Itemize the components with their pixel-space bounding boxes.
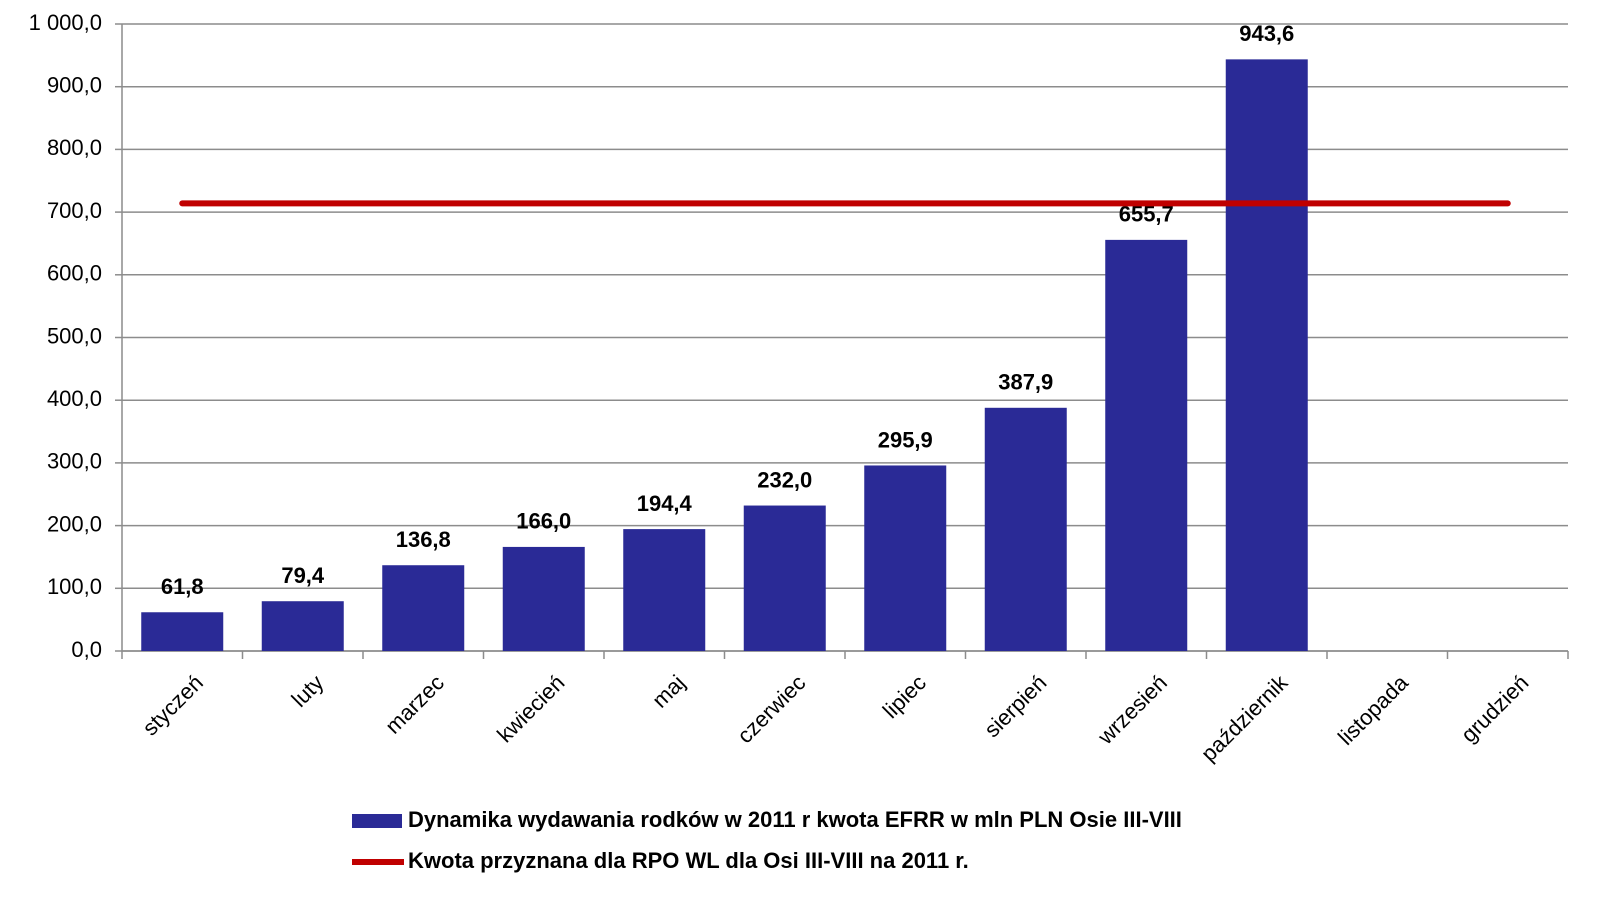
y-tick-label: 0,0 [71, 637, 102, 662]
bar [864, 465, 947, 651]
value-label: 232,0 [757, 467, 812, 492]
value-label: 166,0 [516, 509, 571, 534]
value-label: 943,6 [1239, 21, 1294, 46]
x-tick-label: styczeń [137, 670, 207, 740]
y-tick-label: 1 000,0 [29, 10, 102, 35]
bar [984, 407, 1067, 651]
bar [261, 601, 344, 651]
x-tick-label: kwiecień [492, 670, 569, 747]
legend-swatch [352, 814, 402, 828]
x-tick-label: wrzesień [1092, 670, 1172, 750]
bar [743, 505, 826, 651]
y-tick-label: 400,0 [47, 386, 102, 411]
value-label: 387,9 [998, 370, 1053, 395]
x-tick-label: maj [647, 670, 690, 713]
y-tick-label: 200,0 [47, 511, 102, 536]
x-tick-label: grudzień [1456, 670, 1533, 747]
bar [382, 565, 465, 651]
x-tick-label: czerwiec [732, 670, 810, 748]
y-tick-label: 900,0 [47, 73, 102, 98]
bar [623, 529, 706, 651]
x-tick-label: lipiec [878, 670, 931, 723]
legend-label: Dynamika wydawania rodków w 2011 r kwota… [408, 807, 1182, 832]
y-tick-label: 100,0 [47, 574, 102, 599]
x-tick-label: listopada [1333, 669, 1413, 749]
value-label: 194,4 [637, 491, 693, 516]
value-label: 295,9 [878, 427, 933, 452]
y-tick-label: 500,0 [47, 323, 102, 348]
bar [141, 612, 224, 651]
x-tick-label: luty [286, 670, 328, 712]
y-tick-label: 800,0 [47, 135, 102, 160]
legend-label: Kwota przyznana dla RPO WL dla Osi III-V… [408, 848, 969, 873]
value-label: 136,8 [396, 527, 451, 552]
bar [502, 546, 585, 651]
y-tick-label: 600,0 [47, 261, 102, 286]
value-label: 79,4 [281, 563, 325, 588]
y-tick-label: 300,0 [47, 449, 102, 474]
bar [1225, 59, 1308, 652]
bar [1105, 239, 1188, 651]
value-label: 61,8 [161, 574, 204, 599]
x-tick-label: marzec [380, 670, 449, 739]
x-tick-label: październik [1196, 669, 1293, 766]
x-tick-label: sierpień [979, 670, 1051, 742]
y-tick-label: 700,0 [47, 198, 102, 223]
